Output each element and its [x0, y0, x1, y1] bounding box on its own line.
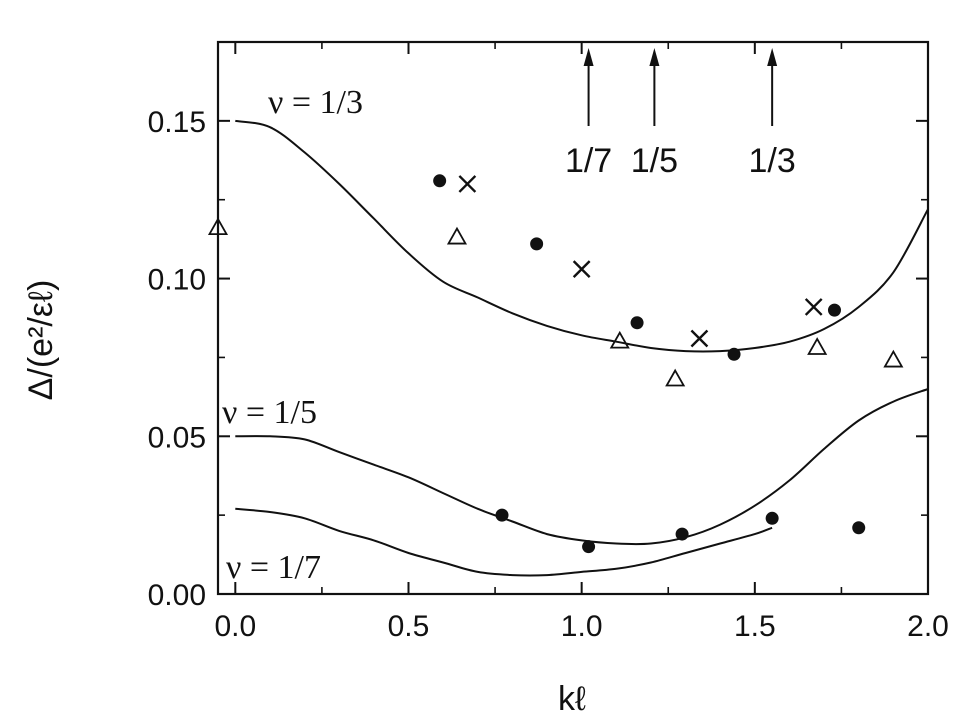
data-point-circle: [675, 527, 689, 541]
data-point-triangle: [446, 226, 468, 245]
data-point-cross: [690, 329, 709, 348]
arrows: 1/7 1/5 1/3: [565, 48, 796, 180]
plot-frame: [216, 40, 930, 596]
curve-nu-1-7-label: ν = 1/7: [226, 549, 321, 586]
data-point-triangle: [665, 368, 686, 387]
curve-nu-1-5-label: ν = 1/5: [222, 394, 317, 431]
data-point-triangle: [207, 217, 229, 236]
curve-nu-1-3: [235, 119, 929, 353]
data-point-circle: [727, 347, 741, 361]
y-tick-label: 0.10: [148, 264, 206, 297]
curve-nu-1-3-label: ν = 1/3: [268, 84, 363, 121]
arrow-head: [649, 48, 660, 66]
x-tick-label: 2.0: [907, 610, 949, 643]
curve-labels: ν = 1/3 ν = 1/5 ν = 1/7: [222, 84, 363, 586]
data-point-triangle: [807, 337, 828, 355]
arrow-head: [583, 48, 594, 66]
arrow-label: 1/7: [565, 142, 612, 180]
plot-border: [216, 40, 930, 596]
arrow-head: [767, 48, 778, 66]
markers: [207, 174, 904, 554]
data-point-circle: [630, 316, 644, 330]
arrow-label: 1/3: [749, 142, 796, 180]
arrow-label: 1/5: [631, 142, 678, 180]
curve-nu-1-5: [235, 388, 929, 546]
data-point-circle: [433, 174, 447, 188]
y-tick-label: 0.15: [148, 106, 206, 139]
tick-marks: [218, 42, 929, 595]
data-point-triangle: [883, 349, 904, 368]
x-tick-label: 1.0: [561, 610, 603, 643]
curves: [235, 119, 929, 577]
tick-labels: 0.0 0.5 1.0 1.5 2.0 0.00 0.05 0.10 0.15: [148, 106, 949, 643]
x-tick-label: 1.5: [734, 610, 776, 643]
data-point-circle: [827, 303, 841, 317]
x-axis-label: kℓ: [558, 680, 586, 718]
x-tick-label: 0.5: [388, 610, 430, 643]
y-tick-label: 0.00: [148, 579, 206, 612]
x-tick-label: 0.0: [214, 610, 256, 643]
data-point-cross: [458, 175, 477, 193]
data-point-triangle: [609, 330, 630, 349]
data-point-circle: [582, 540, 596, 554]
data-point-cross: [572, 260, 591, 278]
data-point-circle: [530, 237, 544, 251]
curve-nu-1-7: [235, 507, 773, 577]
y-tick-label: 0.05: [148, 421, 206, 454]
y-axis-label: Δ/(e²/εℓ): [22, 280, 60, 401]
data-point-circle: [765, 511, 779, 525]
data-point-cross: [804, 298, 823, 316]
data-point-circle: [495, 508, 509, 522]
data-point-circle: [852, 521, 866, 535]
